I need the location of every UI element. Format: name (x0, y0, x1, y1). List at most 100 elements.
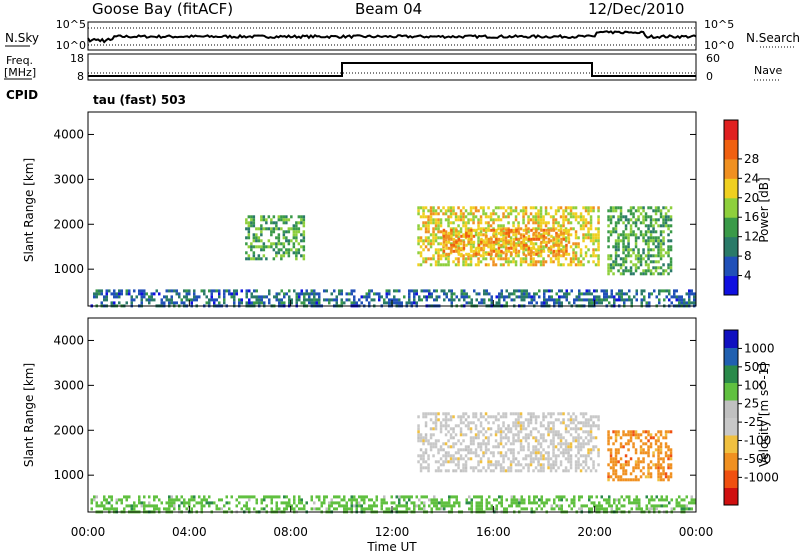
echo-cell (233, 292, 236, 296)
echo-cell (275, 295, 278, 299)
echo-cell (649, 233, 653, 237)
echo-cell (572, 206, 575, 210)
echo-cell (260, 248, 263, 252)
echo-cell (325, 507, 328, 511)
echo-cell (567, 212, 570, 216)
echo-cell (659, 239, 663, 243)
echo-cell (542, 234, 546, 238)
echo-cell (535, 234, 538, 238)
echo-cell (532, 448, 535, 452)
echo-cell (532, 427, 535, 431)
echo-cell (328, 301, 331, 305)
echo-cell (659, 257, 663, 261)
echo-cell (348, 498, 351, 502)
echo-cell (292, 230, 296, 234)
echo-cell (490, 298, 493, 302)
echo-cell (524, 436, 528, 440)
echo-cell (188, 504, 191, 508)
echo-cell (647, 263, 650, 267)
echo-cell (658, 289, 661, 293)
echo-cell (678, 295, 681, 299)
echo-cell (298, 498, 301, 502)
echo-cell (257, 257, 261, 261)
echo-cell (462, 221, 465, 225)
echo-cell (350, 507, 353, 511)
echo-cell (433, 504, 436, 508)
echo-cell (647, 454, 650, 458)
echo-cell (639, 451, 643, 455)
echo-cell (417, 224, 420, 228)
echo-cell (422, 442, 425, 446)
echo-cell (328, 298, 331, 302)
echo-cell (659, 233, 663, 237)
echo-cell (485, 234, 488, 238)
echo-cell (517, 212, 520, 216)
echo-cell (442, 460, 445, 464)
echo-cell (647, 227, 650, 231)
echo-cell (429, 442, 433, 446)
x-tick-label: 04:00 (172, 525, 207, 539)
echo-cell (554, 257, 558, 261)
echo-cell (659, 272, 663, 276)
echo-cell (454, 212, 458, 216)
echo-cell (570, 501, 573, 505)
echo-cell (543, 298, 546, 302)
echo-cell (494, 445, 498, 449)
echo-cell (454, 451, 458, 455)
echo-cell (653, 498, 656, 502)
echo-cell (509, 430, 513, 434)
echo-cell (622, 463, 625, 467)
echo-cell (178, 292, 181, 296)
echo-cell (569, 466, 573, 470)
echo-cell (534, 212, 538, 216)
echo-cell (577, 433, 580, 437)
echo-cell (542, 249, 546, 253)
echo-cell (277, 233, 281, 237)
echo-cell (572, 260, 575, 264)
echo-cell (245, 295, 248, 299)
echo-cell (415, 504, 418, 508)
echo-cell (579, 248, 583, 252)
echo-cell (297, 248, 301, 252)
echo-cell (595, 504, 598, 508)
echo-cell (420, 507, 423, 511)
echo-cell (569, 433, 573, 437)
echo-cell (613, 301, 616, 305)
echo-cell (228, 501, 231, 505)
echo-cell (208, 298, 211, 302)
echo-cell (442, 254, 445, 258)
echo-cell (308, 295, 311, 299)
echo-cell (378, 298, 381, 302)
echo-cell (98, 504, 101, 508)
echo-cell (609, 454, 613, 458)
echo-cell (527, 448, 530, 452)
echo-cell (472, 206, 475, 210)
echo-cell (495, 252, 498, 256)
echo-cell (685, 507, 688, 511)
echo-cell (215, 298, 218, 302)
colorbar-segment (724, 139, 738, 160)
echo-cell (552, 460, 555, 464)
echo-cell (565, 243, 568, 247)
echo-cell (675, 501, 678, 505)
echo-cell (373, 298, 376, 302)
echo-cell (370, 289, 373, 293)
echo-cell (537, 451, 540, 455)
echo-cell (459, 230, 463, 234)
echo-cell (487, 457, 490, 461)
echo-cell (340, 301, 343, 305)
echo-cell (497, 206, 500, 210)
echo-cell (595, 295, 598, 299)
echo-cell (609, 233, 613, 237)
echo-cell (482, 454, 485, 458)
echo-cell (477, 257, 480, 261)
echo-cell (540, 249, 543, 253)
echo-cell (462, 260, 465, 264)
echo-cell (275, 504, 278, 508)
echo-cell (554, 430, 558, 434)
echo-cell (649, 254, 653, 258)
echo-cell (634, 257, 638, 261)
echo-cell (542, 237, 546, 241)
echo-cell (277, 248, 281, 252)
echo-cell (168, 498, 171, 502)
